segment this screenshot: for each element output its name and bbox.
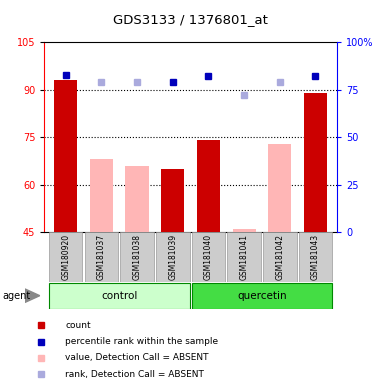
Bar: [49, 283, 189, 309]
Text: GSM181038: GSM181038: [132, 234, 142, 280]
Bar: [192, 232, 225, 282]
Text: GSM181042: GSM181042: [275, 234, 284, 280]
Polygon shape: [25, 289, 40, 303]
Bar: [304, 93, 327, 232]
Bar: [126, 166, 149, 232]
Bar: [197, 141, 220, 232]
Text: GSM180920: GSM180920: [61, 234, 70, 280]
Bar: [156, 232, 189, 282]
Bar: [268, 144, 291, 232]
Bar: [90, 159, 113, 232]
Bar: [192, 283, 332, 309]
Bar: [85, 232, 118, 282]
Text: rank, Detection Call = ABSENT: rank, Detection Call = ABSENT: [65, 370, 204, 379]
Text: GSM181040: GSM181040: [204, 234, 213, 280]
Text: value, Detection Call = ABSENT: value, Detection Call = ABSENT: [65, 354, 209, 362]
Bar: [299, 232, 332, 282]
Text: GSM181037: GSM181037: [97, 234, 106, 280]
Bar: [49, 232, 82, 282]
Bar: [161, 169, 184, 232]
Bar: [233, 229, 256, 232]
Text: GSM181043: GSM181043: [311, 234, 320, 280]
Text: GSM181039: GSM181039: [168, 234, 177, 280]
Text: agent: agent: [2, 291, 30, 301]
Text: GDS3133 / 1376801_at: GDS3133 / 1376801_at: [113, 13, 268, 26]
Text: count: count: [65, 321, 91, 329]
Bar: [263, 232, 296, 282]
Text: control: control: [101, 291, 137, 301]
Text: quercetin: quercetin: [237, 291, 287, 301]
Bar: [227, 232, 261, 282]
Text: percentile rank within the sample: percentile rank within the sample: [65, 338, 218, 346]
Bar: [120, 232, 154, 282]
Text: GSM181041: GSM181041: [239, 234, 249, 280]
Bar: [54, 80, 77, 232]
